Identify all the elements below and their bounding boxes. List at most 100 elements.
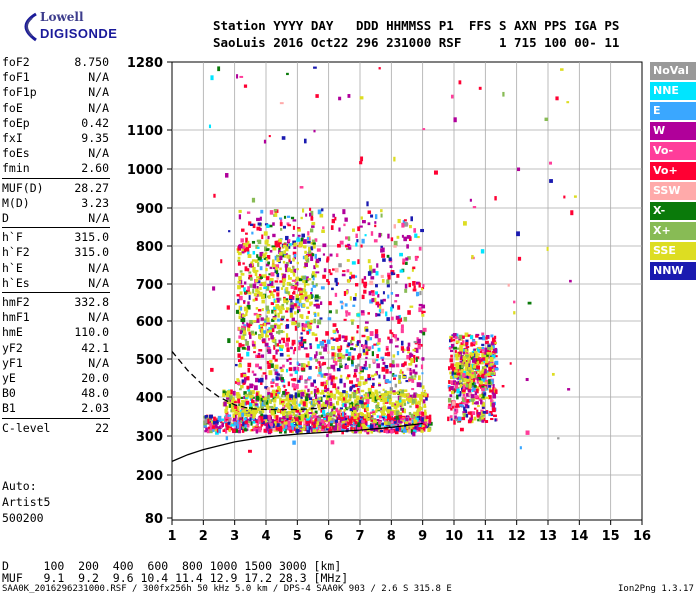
echo-point — [466, 399, 471, 403]
echo-point — [305, 409, 309, 413]
echo-point — [231, 400, 234, 406]
echo-point — [421, 357, 425, 361]
echo-point — [278, 250, 281, 254]
echo-point — [468, 369, 471, 372]
echo-point — [268, 399, 272, 404]
echo-point — [210, 420, 214, 426]
echo-point — [258, 366, 262, 370]
echo-point — [296, 261, 300, 265]
echo-point — [314, 238, 318, 242]
echo-point — [221, 421, 224, 424]
echo-point — [289, 312, 294, 318]
echo-point — [324, 384, 328, 389]
echo-point — [398, 412, 403, 415]
echo-point — [393, 406, 397, 409]
param-key: D — [2, 211, 9, 225]
echo-point — [447, 397, 452, 403]
echo-point — [417, 425, 420, 431]
echo-point — [349, 407, 354, 412]
echo-point — [238, 403, 241, 407]
echo-point — [277, 409, 281, 413]
echo-point — [481, 366, 484, 370]
echo-point — [304, 414, 308, 418]
echo-point — [297, 309, 300, 314]
echo-point — [382, 388, 385, 391]
echo-point — [480, 393, 485, 399]
echo-point — [450, 407, 453, 411]
echo-point — [266, 285, 270, 291]
echo-point — [303, 363, 306, 368]
echo-point — [394, 429, 399, 435]
echo-point — [330, 346, 335, 350]
echo-point — [238, 364, 242, 368]
echo-point — [255, 377, 259, 383]
echo-point — [386, 396, 390, 402]
echo-point — [418, 282, 421, 288]
echo-point — [408, 422, 411, 426]
echo-point — [397, 423, 400, 427]
echo-point — [374, 214, 378, 220]
echo-point — [469, 364, 472, 368]
echo-point — [471, 411, 476, 416]
echo-point — [424, 409, 427, 414]
echo-point — [363, 414, 368, 419]
echo-point — [323, 413, 326, 417]
echo-point — [273, 298, 276, 304]
echo-point — [331, 403, 335, 408]
echo-point — [413, 354, 416, 360]
echo-point — [260, 333, 264, 338]
echo-point — [244, 411, 249, 414]
param-value: 48.0 — [81, 386, 109, 401]
echo-point — [336, 330, 339, 334]
param-row: foEs N/A — [2, 146, 109, 161]
echo-point — [447, 385, 451, 389]
echo-point — [303, 347, 308, 350]
echo-point — [242, 421, 245, 427]
x-tick-label: 16 — [633, 529, 651, 544]
echo-point — [306, 321, 310, 327]
echo-point — [353, 389, 357, 394]
echo-point — [281, 315, 285, 319]
echo-point — [382, 361, 386, 365]
echo-point — [447, 405, 452, 410]
param-value: 315.0 — [74, 245, 109, 260]
echo-point — [376, 363, 380, 369]
echo-point — [276, 373, 280, 376]
echo-point — [340, 418, 344, 423]
echo-point — [263, 139, 267, 144]
y-tick-label: 600 — [136, 315, 163, 330]
echo-point — [256, 318, 260, 323]
echo-point — [476, 413, 480, 418]
echo-point — [220, 259, 223, 264]
echo-point — [397, 379, 401, 384]
echo-point — [467, 357, 470, 360]
echo-point — [481, 369, 485, 372]
echo-point — [360, 244, 363, 248]
echo-point — [413, 340, 418, 344]
echo-point — [272, 317, 277, 320]
echo-point — [338, 96, 342, 101]
echo-point — [247, 240, 250, 245]
echo-point — [341, 302, 345, 305]
echo-point — [291, 429, 294, 434]
echo-point — [242, 382, 246, 385]
series-line-profile — [171, 422, 423, 462]
echo-point — [364, 379, 368, 384]
echo-point — [276, 272, 280, 278]
echo-point — [233, 401, 237, 404]
echo-point — [255, 403, 259, 408]
echo-point — [319, 392, 324, 395]
echo-point — [403, 316, 408, 322]
echo-point — [371, 399, 376, 402]
echo-point — [298, 377, 302, 381]
echo-point — [488, 366, 492, 372]
echo-point — [306, 428, 310, 433]
echo-point — [284, 254, 287, 258]
echo-point — [316, 426, 320, 431]
echo-point — [405, 379, 410, 383]
echo-point — [310, 427, 313, 432]
param-key: foE — [2, 100, 23, 115]
echo-point — [373, 428, 377, 432]
echo-point — [400, 324, 404, 329]
echo-point — [420, 391, 424, 396]
